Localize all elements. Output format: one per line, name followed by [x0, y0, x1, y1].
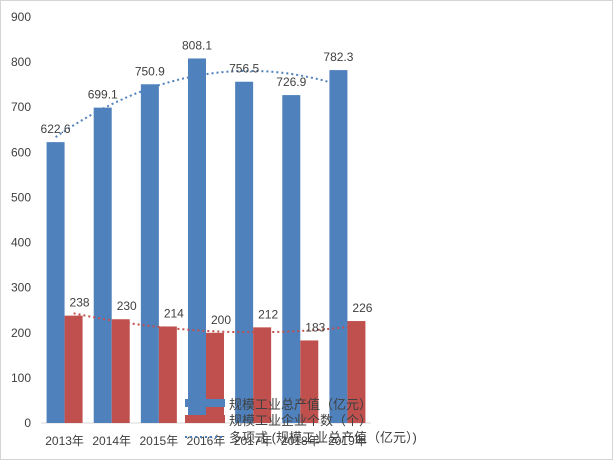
x-tick-label: 2013年 [45, 434, 84, 448]
y-tick-label: 100 [11, 371, 31, 385]
bar-series-2 [158, 326, 177, 423]
bar-series-2 [111, 319, 130, 423]
data-label-series-2: 212 [258, 307, 278, 321]
data-label-series-1: 756.5 [229, 62, 259, 76]
bar-series-1 [46, 142, 65, 423]
trendlines-layer [55, 69, 357, 334]
trendline-1 [55, 69, 339, 138]
legend: 规模工业总产值（亿元）规模工业企业个数（个） 多项式 (规模工业总产值（亿元）) [185, 397, 417, 445]
y-tick-label: 500 [11, 190, 31, 204]
bar-series-1 [93, 107, 112, 423]
data-label-series-1: 726.9 [276, 75, 306, 89]
y-tick-label: 200 [11, 326, 31, 340]
data-label-series-2: 183 [305, 320, 325, 334]
bar-series-1 [235, 81, 254, 424]
y-tick-label: 900 [11, 10, 31, 24]
y-tick-label: 600 [11, 145, 31, 159]
data-label-series-2: 200 [211, 313, 231, 327]
legend-swatch-series-1 [185, 399, 225, 407]
data-label-series-2: 230 [117, 299, 137, 313]
y-tick-label: 400 [11, 236, 31, 250]
x-tick-label: 2014年 [92, 434, 131, 448]
bar-series-2 [253, 327, 272, 423]
bar-series-2 [300, 340, 319, 423]
legend-swatch-series-2 [185, 415, 225, 423]
legend-label-trendline: 多项式 (规模工业总产值（亿元）) [229, 430, 417, 445]
data-label-series-1: 750.9 [135, 64, 165, 78]
x-tick-label: 2018年 [281, 434, 320, 448]
bars-layer [46, 58, 366, 424]
bar-series-1 [140, 84, 159, 423]
data-label-series-2: 226 [352, 301, 372, 315]
data-label-series-1: 622.6 [41, 122, 71, 136]
y-tick-label: 700 [11, 100, 31, 114]
bar-series-2 [64, 315, 83, 423]
bar-series-2 [347, 321, 366, 423]
bar-series-2 [206, 332, 224, 423]
data-label-series-1: 699.1 [88, 88, 118, 102]
data-labels-layer: 622.6 699.1 750.9 808.1 756.5 726.9 782.3 238 23… [41, 38, 373, 334]
data-label-series-1: 808.1 [182, 38, 212, 52]
data-label-series-2: 214 [164, 306, 184, 320]
legend-label-series-2: 规模工业企业个数（个） [229, 413, 372, 428]
y-tick-label: 300 [11, 281, 31, 295]
data-label-series-2: 238 [70, 296, 90, 310]
data-label-series-1: 782.3 [323, 50, 353, 64]
x-tick-label: 2015年 [140, 434, 179, 448]
x-tick-label: 2019年 [328, 434, 367, 448]
y-tick-label: 0 [24, 416, 31, 430]
x-tick-label: 2017年 [234, 434, 273, 448]
y-tick-label: 800 [11, 55, 31, 69]
bar-series-1 [282, 95, 301, 423]
bar-series-1 [329, 70, 348, 424]
bar-series-1 [188, 58, 206, 423]
legend-label-series-1: 规模工业总产值（亿元） [229, 397, 372, 412]
